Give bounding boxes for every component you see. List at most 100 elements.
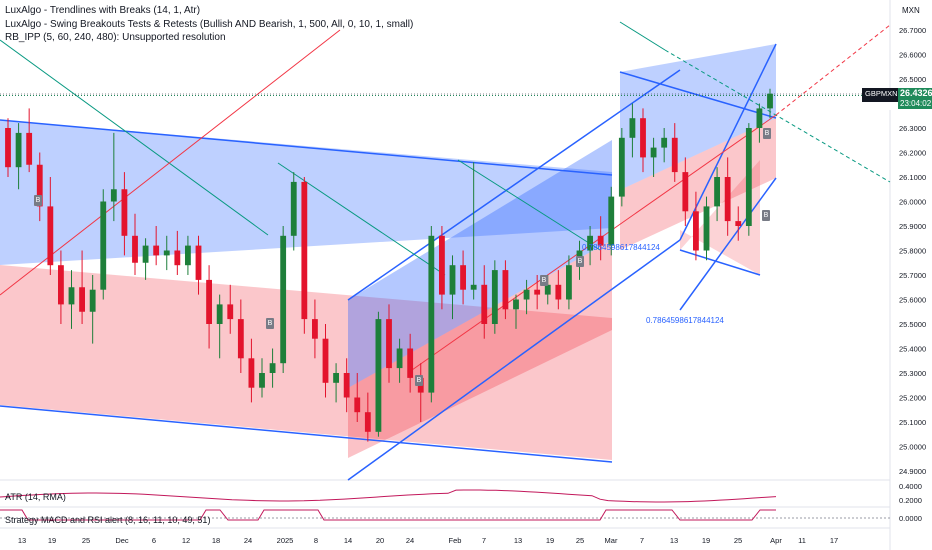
x-axis-tick: 13	[670, 536, 678, 545]
x-axis-tick: 19	[546, 536, 554, 545]
currency-label: MXN	[902, 6, 920, 15]
candle-body	[470, 284, 477, 290]
red-trend-line-projection	[775, 24, 891, 116]
y-axis-tick: 26.5000	[899, 75, 926, 84]
channel-line	[679, 249, 761, 276]
candle-body	[58, 265, 64, 305]
candle-body	[555, 284, 562, 300]
strategy-line	[0, 509, 776, 521]
candle-body	[714, 177, 720, 207]
x-axis-tick: 25	[82, 536, 90, 545]
indicator-label-rb-ipp[interactable]: RB_IPP (5, 60, 240, 480): Unsupported re…	[5, 32, 226, 43]
x-axis-tick: 19	[48, 536, 56, 545]
y-axis-tick: 25.1000	[899, 418, 926, 427]
x-axis-tick: 13	[514, 536, 522, 545]
last-price-badge: GBPMXN 26.4326 23:04:02	[862, 88, 932, 110]
y-axis-tick: 26.1000	[899, 173, 926, 182]
candle-body	[439, 235, 445, 295]
candle-body	[587, 235, 593, 251]
candle-body	[132, 235, 138, 263]
rising-channel-upper-fill	[348, 140, 612, 388]
symbol-tag: GBPMXN	[862, 88, 901, 102]
candle-body	[661, 137, 668, 148]
candle-body	[756, 108, 763, 128]
breakout-marker: B	[762, 210, 770, 221]
breakout-marker: B	[763, 128, 771, 139]
candle-body	[269, 363, 276, 373]
candle-body	[386, 319, 392, 369]
candle-body	[100, 201, 107, 290]
y-axis-tick: 25.8000	[899, 247, 926, 256]
channel-lower-fill	[0, 265, 612, 460]
candle-body	[491, 270, 498, 324]
candle-body	[163, 250, 170, 256]
candle-body	[333, 373, 339, 383]
candle-body	[618, 137, 625, 197]
channel-line	[347, 239, 681, 481]
trend-line	[277, 162, 446, 276]
candle-body	[460, 265, 466, 290]
x-axis-tick: Dec	[115, 536, 129, 545]
x-axis-tick: 7	[482, 536, 486, 545]
last-price-value: 26.4326	[898, 88, 932, 99]
candle-body	[396, 348, 403, 369]
candle-body	[364, 412, 371, 432]
candle-body	[227, 304, 234, 320]
candle-body	[5, 128, 11, 168]
x-axis-tick: 20	[376, 536, 384, 545]
breakout-marker: B	[266, 318, 274, 329]
breakout-marker: B	[415, 375, 423, 386]
strategy-pane-label[interactable]: Strategy MACD and RSI alert (8, 16, 11, …	[5, 515, 211, 525]
breakout-marker: B	[34, 195, 42, 206]
axes-layer: 26.700026.600026.500026.400026.300026.20…	[18, 26, 926, 545]
x-axis-tick: Mar	[605, 536, 618, 545]
candle-body	[343, 373, 350, 398]
candle-body	[248, 358, 255, 388]
x-axis-tick: 7	[640, 536, 644, 545]
candle-body	[153, 245, 160, 256]
x-axis-tick: 12	[182, 536, 190, 545]
candle-body	[640, 118, 646, 158]
candle-body	[428, 235, 435, 393]
candle-body	[597, 235, 604, 246]
strategy-axis-tick: 0.0000	[899, 514, 922, 523]
candle-body	[36, 164, 43, 207]
candle-body	[322, 338, 329, 383]
y-axis-tick: 25.6000	[899, 296, 926, 305]
candle-body	[259, 373, 265, 388]
channel-fills	[0, 44, 776, 460]
y-axis-tick: 26.3000	[899, 124, 926, 133]
bar-countdown: 23:04:02	[898, 99, 932, 109]
candle-body	[735, 221, 742, 226]
indicator-label-swing-breakouts[interactable]: LuxAlgo - Swing Breakouts Tests & Retest…	[5, 19, 414, 30]
y-axis-tick: 25.4000	[899, 345, 926, 354]
candle-body	[195, 245, 202, 280]
red-trend-line	[0, 29, 341, 296]
x-axis-tick: 24	[244, 536, 252, 545]
candle-body	[407, 348, 414, 378]
fib-label-1: 0.7864598617844124	[582, 243, 660, 252]
candle-body	[608, 196, 615, 246]
x-axis-tick: 6	[152, 536, 156, 545]
y-axis-tick: 26.2000	[899, 149, 926, 158]
indicator-label-trendlines[interactable]: LuxAlgo - Trendlines with Breaks (14, 1,…	[5, 5, 201, 16]
y-axis-tick: 24.9000	[899, 467, 926, 476]
x-axis-tick: 14	[344, 536, 352, 545]
candle-body	[89, 289, 96, 312]
breakout-marker: B	[540, 275, 548, 286]
atr-axis-tick: 0.4000	[899, 482, 922, 491]
trend-line	[457, 159, 601, 251]
y-axis-tick: 25.5000	[899, 320, 926, 329]
atr-pane-label[interactable]: ATR (14, RMA)	[5, 492, 66, 502]
candle-body	[375, 319, 382, 432]
candle-body	[629, 118, 636, 138]
candle-body	[745, 128, 752, 226]
latest-channel-upper-fill	[620, 44, 776, 190]
y-axis-tick: 26.0000	[899, 198, 926, 207]
candle-body	[724, 177, 731, 222]
candle-body	[142, 245, 149, 263]
candle-body	[693, 211, 699, 251]
trend-line	[619, 21, 666, 51]
candle-body	[566, 265, 572, 300]
